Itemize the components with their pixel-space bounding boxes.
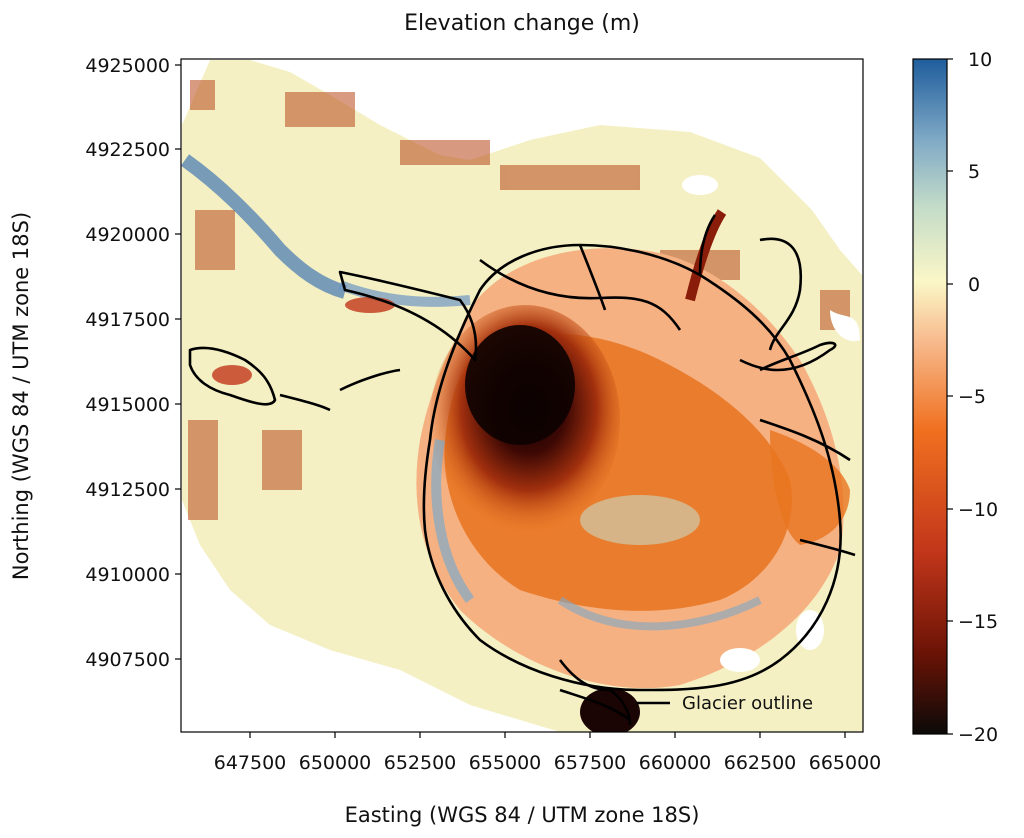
y-tick-label: 4925000 <box>85 55 170 77</box>
x-tick-label: 660000 <box>639 752 712 774</box>
colorbar-tick-label: 5 <box>968 161 980 183</box>
legend: Glacier outline <box>636 693 813 714</box>
axes-frame <box>180 58 864 733</box>
x-tick-label: 657500 <box>554 752 627 774</box>
ne-loss-tongue <box>685 209 727 302</box>
x-axis: 647500 650000 652500 655000 657500 66000… <box>214 732 882 827</box>
glacier-outlines <box>188 214 856 726</box>
y-axis-label: Northing (WGS 84 / UTM zone 18S) <box>9 212 33 580</box>
colorbar-tick-label: −5 <box>958 386 986 408</box>
x-tick-label: 650000 <box>299 752 372 774</box>
south-loss-patch <box>580 688 640 732</box>
colorbar-tick-label: −10 <box>958 499 998 521</box>
y-tick-label: 4922500 <box>85 139 170 161</box>
map-area: Glacier outline <box>181 60 863 732</box>
legend-label-glacier-outline: Glacier outline <box>682 693 813 714</box>
x-tick-label: 647500 <box>214 752 287 774</box>
y-tick-label: 4912500 <box>85 479 170 501</box>
chart-title: Elevation change (m) <box>404 11 640 36</box>
x-axis-label: Easting (WGS 84 / UTM zone 18S) <box>345 803 700 827</box>
y-tick-label: 4917500 <box>85 309 170 331</box>
colorbar-tick-label: −15 <box>958 611 998 633</box>
colorbar-gradient <box>912 58 948 735</box>
gain-stream <box>181 154 348 299</box>
x-tick-label: 662500 <box>724 752 797 774</box>
colorbar-tick-label: 0 <box>968 274 980 296</box>
x-tick-label: 652500 <box>384 752 457 774</box>
x-tick-label: 665000 <box>809 752 882 774</box>
y-tick-label: 4915000 <box>85 394 170 416</box>
y-tick-label: 4910000 <box>85 564 170 586</box>
colorbar-tick-label: 10 <box>968 49 992 71</box>
colorbar: 10 5 0 −5 −10 −15 −20 <box>912 49 998 746</box>
y-tick-label: 4907500 <box>85 649 170 671</box>
y-tick-label: 4920000 <box>85 224 170 246</box>
x-tick-label: 655000 <box>469 752 542 774</box>
colorbar-tick-label: −20 <box>958 724 998 746</box>
y-axis: 4925000 4922500 4920000 4917500 4915000 … <box>9 55 181 671</box>
